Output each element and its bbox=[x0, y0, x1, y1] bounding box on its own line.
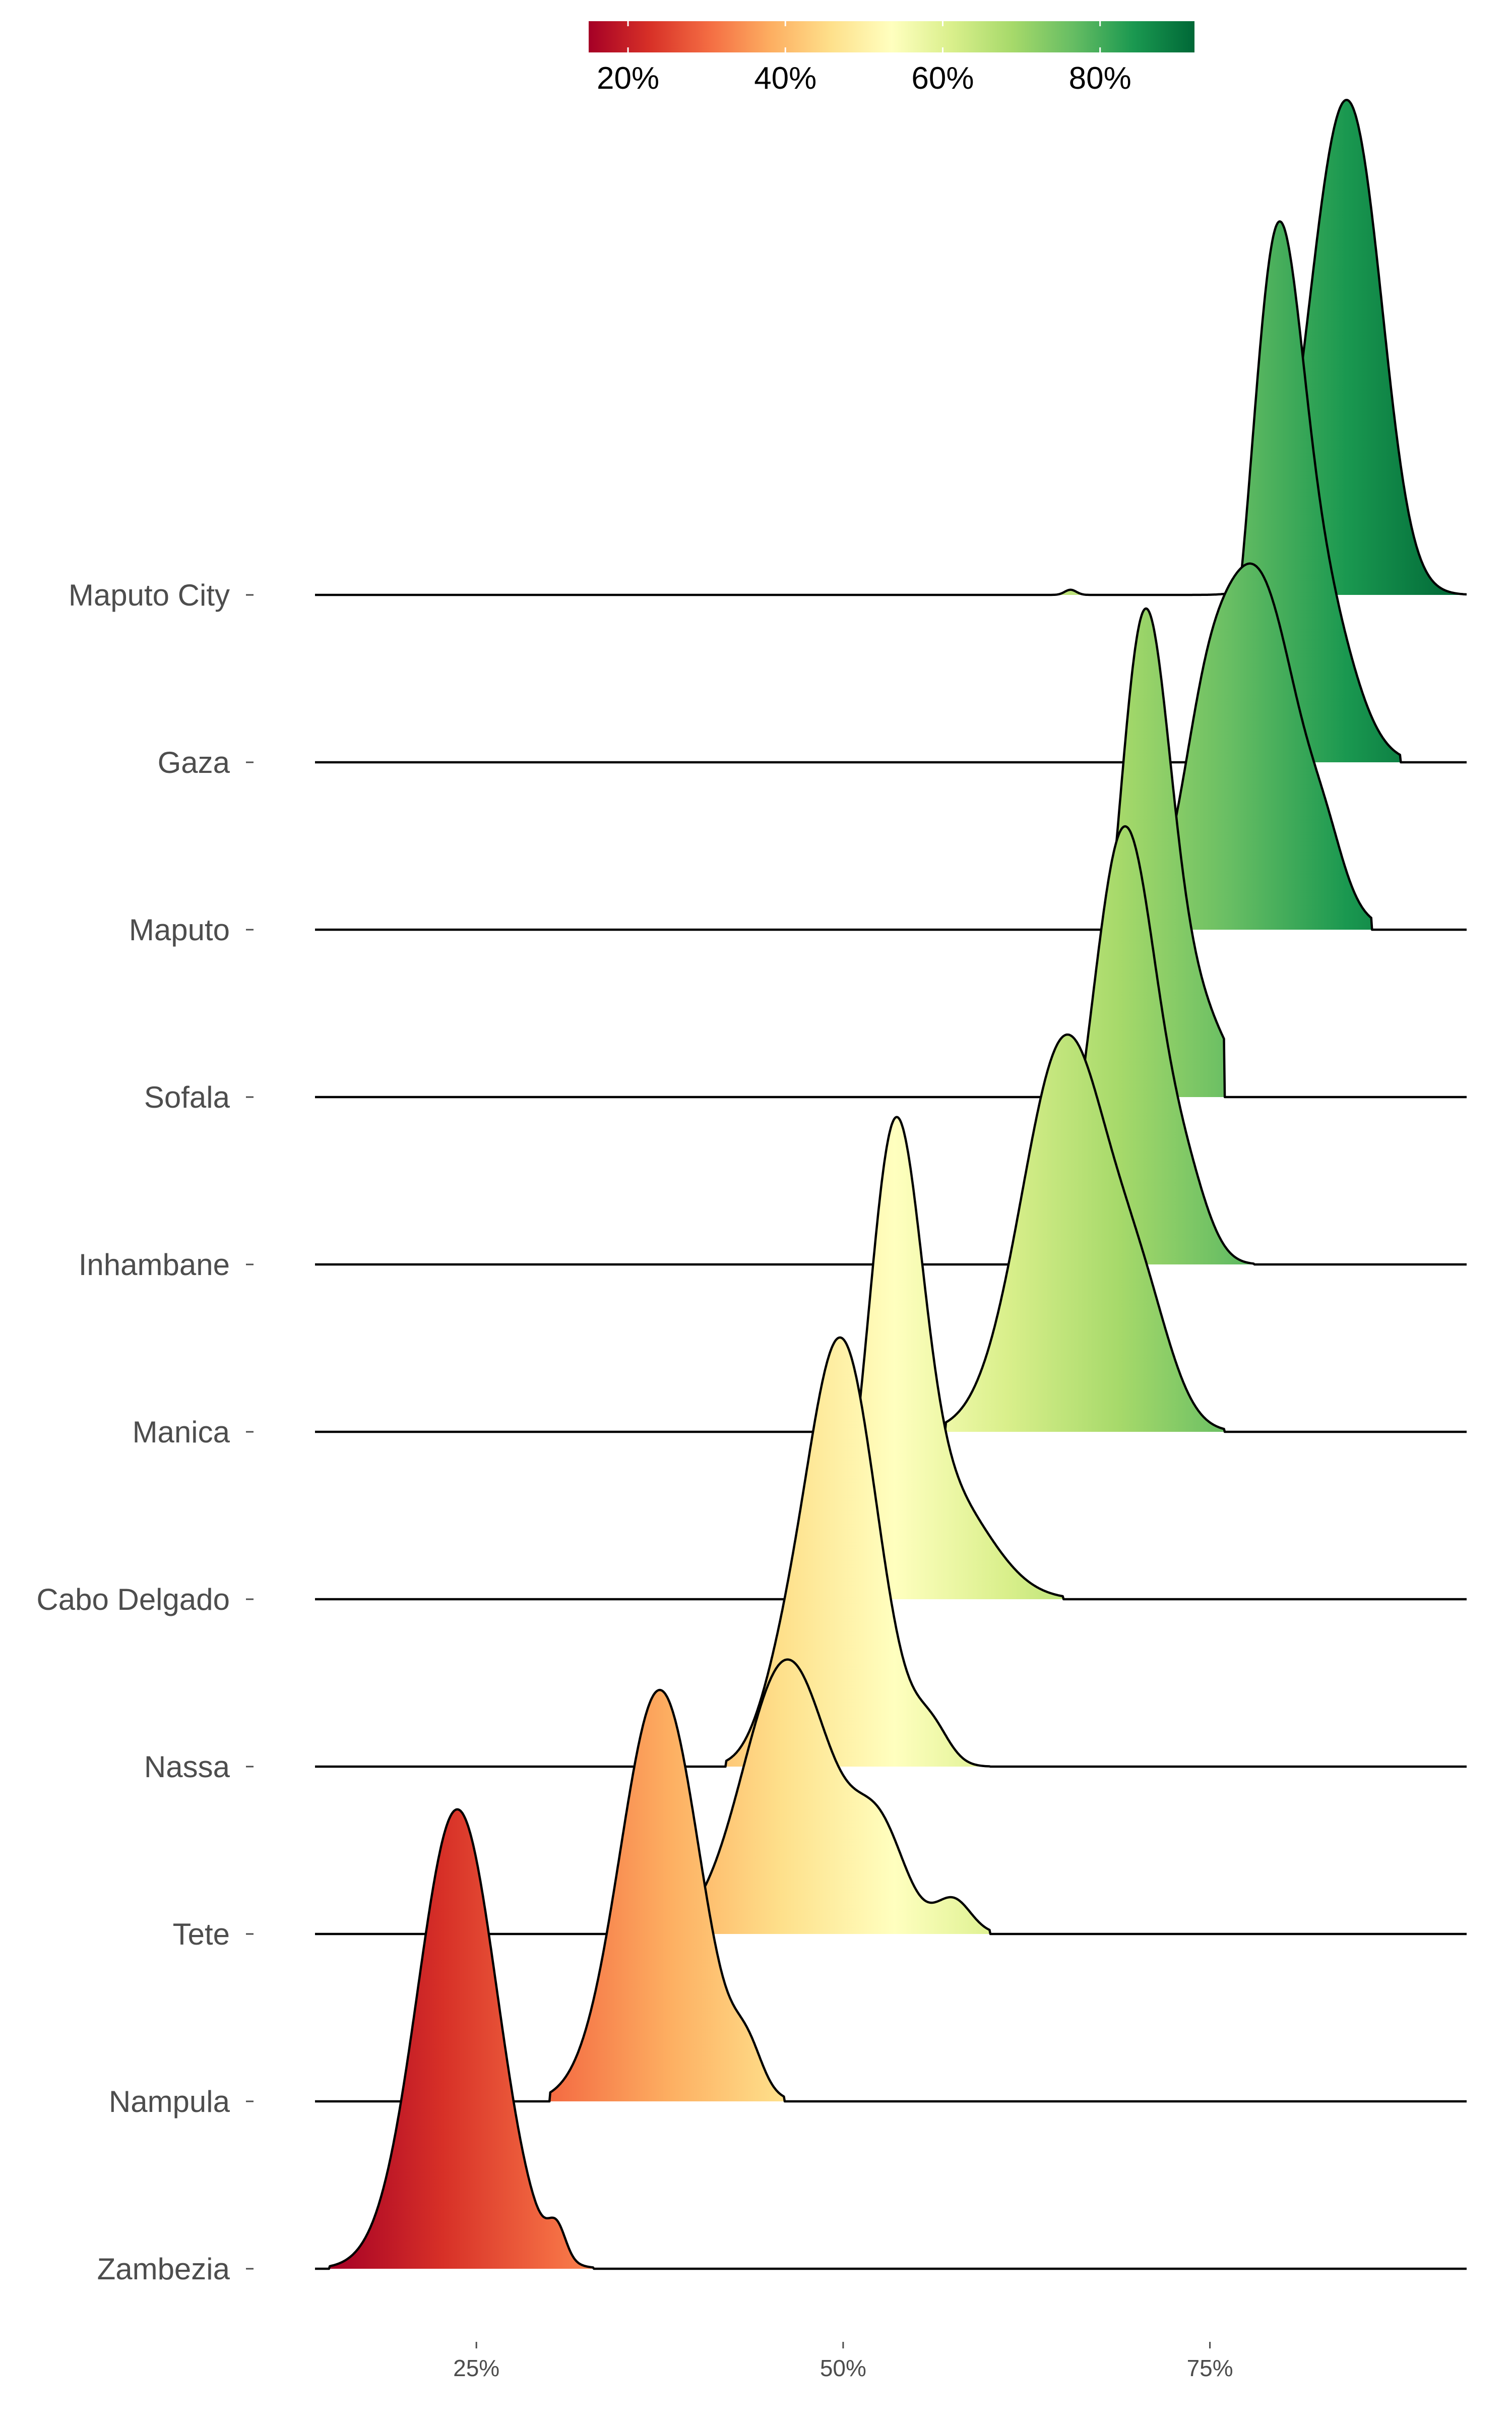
colorbar-tick-label: 40% bbox=[754, 61, 816, 96]
ridge-cabo-delgado bbox=[314, 1116, 1467, 1601]
colorbar-tick-label: 20% bbox=[597, 61, 659, 96]
colorbar-tick-label: 60% bbox=[911, 61, 974, 96]
ridge-outline bbox=[314, 1336, 1467, 1768]
ridge-area bbox=[1048, 100, 1467, 595]
y-tick-label: Inhambane bbox=[79, 1248, 230, 1282]
y-tick-label: Cabo Delgado bbox=[36, 1583, 230, 1616]
x-axis: 25% 50% 75% bbox=[453, 2342, 1233, 2381]
colorbar-bar bbox=[589, 21, 1194, 52]
ridge-outline bbox=[314, 562, 1467, 931]
y-tick-label: Nassa bbox=[144, 1750, 230, 1784]
y-tick-label: Tete bbox=[173, 1917, 230, 1951]
x-tick-label: 25% bbox=[453, 2355, 499, 2381]
colorbar-legend: 20% 40% 60% 80% bbox=[589, 21, 1194, 96]
ridge-outline bbox=[314, 1658, 1467, 1935]
ridge-outline bbox=[314, 607, 1467, 1099]
ridges bbox=[314, 98, 1467, 2270]
colorbar-tick-label: 80% bbox=[1069, 61, 1131, 96]
ridge-area bbox=[330, 1809, 594, 2269]
ridge-outline bbox=[314, 220, 1467, 764]
y-tick-label: Manica bbox=[133, 1415, 230, 1449]
y-tick-label: Sofala bbox=[144, 1080, 230, 1114]
y-tick-label: Zambezia bbox=[97, 2252, 230, 2286]
ridge-tete bbox=[314, 1658, 1467, 1935]
ridge-area bbox=[549, 1690, 785, 2101]
ridge-outline bbox=[314, 1116, 1467, 1601]
y-tick-label: Gaza bbox=[158, 746, 230, 779]
ridge-area bbox=[726, 1337, 990, 1767]
y-tick-label: Maputo City bbox=[69, 578, 230, 612]
y-tick-label: Nampula bbox=[109, 2085, 230, 2119]
ridge-area bbox=[946, 1035, 1225, 1432]
ridge-nassa bbox=[314, 1336, 1467, 1768]
ridge-outline bbox=[314, 1808, 1467, 2270]
ridge-area bbox=[638, 1659, 990, 1934]
x-tick-label: 50% bbox=[820, 2355, 866, 2381]
x-tick-label: 75% bbox=[1187, 2355, 1233, 2381]
ridge-zambezia bbox=[314, 1808, 1467, 2270]
y-tick-label: Maputo bbox=[129, 913, 230, 947]
y-axis: Maputo City Gaza Maputo Sofala Inhambane Mani… bbox=[36, 578, 254, 2286]
